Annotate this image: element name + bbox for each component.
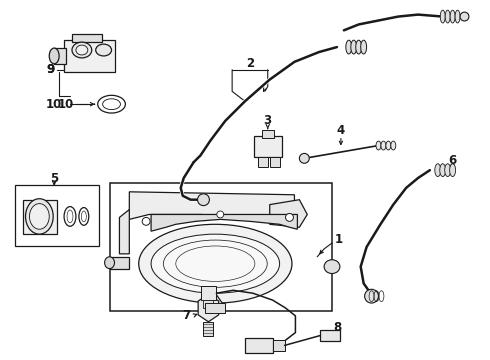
Ellipse shape bbox=[299, 153, 309, 163]
Ellipse shape bbox=[29, 204, 49, 229]
Bar bbox=[258, 157, 268, 167]
Text: 9: 9 bbox=[46, 63, 54, 76]
Text: 3: 3 bbox=[264, 114, 272, 127]
Ellipse shape bbox=[79, 208, 89, 225]
Bar bbox=[203, 300, 213, 308]
Bar bbox=[200, 286, 216, 300]
Polygon shape bbox=[151, 215, 297, 231]
Bar bbox=[270, 157, 280, 167]
Ellipse shape bbox=[386, 141, 391, 150]
Ellipse shape bbox=[286, 213, 294, 221]
Ellipse shape bbox=[376, 141, 381, 150]
Ellipse shape bbox=[450, 10, 455, 23]
Bar bbox=[64, 40, 116, 72]
Text: 4: 4 bbox=[337, 124, 345, 137]
Ellipse shape bbox=[346, 40, 352, 54]
Ellipse shape bbox=[440, 10, 445, 23]
Ellipse shape bbox=[81, 211, 86, 222]
Bar bbox=[272, 339, 285, 351]
Text: 7: 7 bbox=[183, 309, 191, 322]
Bar bbox=[54, 48, 66, 64]
Ellipse shape bbox=[49, 48, 59, 64]
Bar bbox=[72, 34, 101, 42]
Polygon shape bbox=[270, 200, 307, 227]
Ellipse shape bbox=[67, 210, 73, 223]
Text: 1: 1 bbox=[335, 233, 343, 246]
Ellipse shape bbox=[98, 95, 125, 113]
Ellipse shape bbox=[76, 45, 88, 55]
Ellipse shape bbox=[435, 164, 441, 176]
Ellipse shape bbox=[217, 211, 224, 218]
Polygon shape bbox=[129, 192, 294, 219]
Bar bbox=[23, 200, 57, 234]
Text: 5: 5 bbox=[50, 171, 58, 185]
Ellipse shape bbox=[324, 260, 340, 274]
Text: 6: 6 bbox=[448, 154, 457, 167]
Ellipse shape bbox=[381, 141, 386, 150]
Polygon shape bbox=[205, 293, 225, 313]
Ellipse shape bbox=[102, 99, 121, 109]
Ellipse shape bbox=[104, 257, 115, 269]
Bar bbox=[205, 303, 225, 313]
Ellipse shape bbox=[139, 224, 292, 303]
Ellipse shape bbox=[72, 42, 92, 58]
Bar bbox=[110, 257, 129, 269]
Ellipse shape bbox=[391, 141, 396, 150]
Bar bbox=[15, 185, 98, 246]
Ellipse shape bbox=[455, 10, 460, 23]
Text: 10: 10 bbox=[46, 98, 62, 111]
Ellipse shape bbox=[460, 12, 469, 21]
Ellipse shape bbox=[361, 40, 367, 54]
Bar bbox=[110, 183, 332, 311]
Ellipse shape bbox=[440, 164, 446, 176]
Bar bbox=[320, 330, 340, 342]
Polygon shape bbox=[120, 210, 129, 254]
Bar bbox=[262, 130, 274, 138]
Ellipse shape bbox=[96, 44, 112, 56]
Ellipse shape bbox=[25, 199, 53, 234]
Text: 9: 9 bbox=[46, 63, 54, 76]
Ellipse shape bbox=[351, 40, 357, 54]
Bar bbox=[245, 338, 272, 353]
Text: 2: 2 bbox=[246, 57, 254, 70]
Ellipse shape bbox=[450, 164, 456, 176]
Ellipse shape bbox=[445, 10, 450, 23]
Ellipse shape bbox=[445, 164, 451, 176]
Bar bbox=[203, 322, 213, 336]
Ellipse shape bbox=[356, 40, 362, 54]
Polygon shape bbox=[198, 294, 219, 322]
Bar bbox=[254, 136, 282, 157]
Ellipse shape bbox=[151, 234, 280, 293]
Ellipse shape bbox=[365, 289, 378, 303]
Ellipse shape bbox=[142, 217, 150, 225]
Text: 8: 8 bbox=[333, 321, 341, 334]
Text: 10: 10 bbox=[58, 98, 74, 111]
Ellipse shape bbox=[64, 207, 76, 226]
Ellipse shape bbox=[197, 194, 209, 206]
